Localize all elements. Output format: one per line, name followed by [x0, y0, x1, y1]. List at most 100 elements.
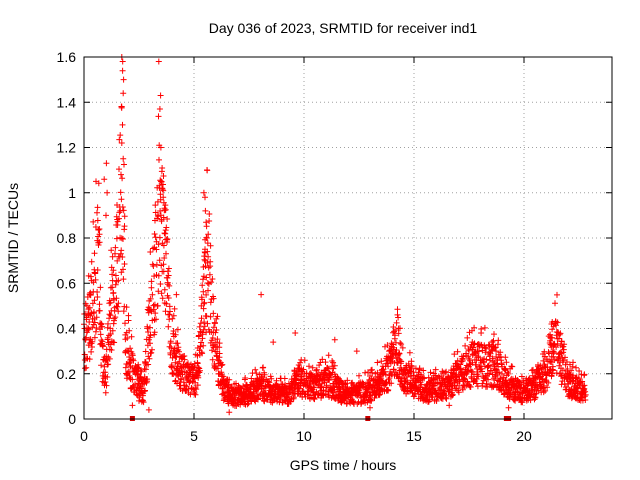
data-point: [150, 306, 157, 313]
x-tick-label: 15: [406, 428, 422, 444]
data-point: [164, 216, 171, 222]
data-point: [418, 381, 425, 388]
data-point: [112, 244, 119, 251]
data-point: [202, 194, 208, 201]
data-point: [94, 204, 101, 211]
data-point: [206, 218, 213, 224]
data-point: [90, 218, 97, 225]
data-point: [317, 359, 324, 366]
data-point: [114, 303, 121, 310]
data-point: [107, 299, 114, 306]
data-point: [109, 327, 116, 334]
data-point: [113, 295, 120, 302]
data-point: [102, 389, 109, 396]
data-point: [194, 382, 201, 389]
data-point: [118, 235, 125, 242]
data-point: [545, 349, 552, 356]
data-point: [362, 369, 369, 376]
data-point: [132, 381, 139, 388]
data-point: [147, 249, 154, 255]
data-point: [159, 295, 166, 302]
data-point: [103, 382, 110, 389]
data-point: [204, 259, 211, 266]
data-point: [169, 364, 175, 371]
data-point: [155, 272, 162, 279]
data-point: [174, 326, 181, 333]
tick-labels: 0 0.2 0.4 0.6 0.8 1 1.2 1.4 1.6 0 5 10 15 20: [57, 49, 532, 444]
data-point: [118, 196, 125, 203]
data-point: [195, 332, 202, 339]
data-point: [107, 331, 114, 337]
data-point: [81, 351, 88, 358]
data-point: [121, 213, 128, 220]
data-point: [91, 269, 98, 276]
data-point: [201, 299, 208, 306]
data-point: [446, 402, 453, 409]
data-point: [209, 356, 216, 363]
data-point: [388, 380, 395, 387]
data-point: [160, 181, 166, 188]
data-point: [171, 305, 178, 312]
data-point: [505, 404, 512, 411]
data-point: [93, 325, 100, 331]
data-point: [244, 401, 251, 408]
data-point: [573, 364, 579, 371]
data-point: [115, 300, 122, 307]
data-point: [87, 273, 94, 280]
data-point: [196, 323, 203, 330]
data-point: [120, 76, 127, 83]
data-point: [395, 314, 402, 321]
data-point: [152, 202, 159, 209]
data-point: [91, 334, 98, 341]
data-point: [99, 343, 106, 349]
data-point: [152, 310, 159, 317]
data-point: [94, 209, 100, 216]
data-point: [148, 284, 155, 291]
data-point: [195, 374, 202, 381]
data-point: [210, 295, 217, 302]
data-point: [194, 360, 201, 367]
data-point: [161, 255, 168, 261]
data-point: [144, 376, 151, 383]
data-point: [493, 348, 500, 355]
data-point: [120, 155, 127, 162]
data-point: [204, 320, 211, 327]
data-point: [207, 263, 214, 270]
data-point: [130, 357, 137, 364]
data-point: [202, 207, 209, 214]
data-point: [443, 395, 450, 402]
data-point: [200, 189, 207, 196]
data-point: [240, 385, 246, 392]
data-point: [207, 313, 214, 320]
data-point: [90, 310, 97, 317]
data-point: [258, 291, 265, 298]
data-point: [220, 373, 226, 380]
data-point: [313, 367, 320, 374]
data-point: [172, 331, 179, 338]
data-point: [378, 358, 385, 365]
data-point: [398, 358, 405, 365]
data-point: [149, 291, 156, 298]
data-point: [268, 375, 275, 382]
data-point: [394, 306, 401, 313]
data-point: [273, 377, 280, 384]
data-point: [214, 313, 221, 320]
data-point: [96, 307, 103, 314]
data-point: [331, 362, 338, 369]
data-point: [160, 214, 167, 221]
data-point: [344, 377, 351, 384]
data-point: [371, 395, 378, 401]
data-point: [485, 376, 491, 383]
data-point: [390, 366, 397, 373]
data-point: [554, 291, 560, 298]
data-point: [216, 350, 223, 357]
y-tick-label: 1.6: [57, 49, 77, 65]
data-point: [103, 212, 109, 219]
data-point: [368, 397, 375, 404]
data-point: [110, 289, 117, 296]
data-point: [98, 362, 105, 369]
data-point: [157, 208, 164, 214]
data-point: [178, 376, 185, 383]
data-point: [101, 176, 108, 183]
data-point: [87, 292, 94, 299]
